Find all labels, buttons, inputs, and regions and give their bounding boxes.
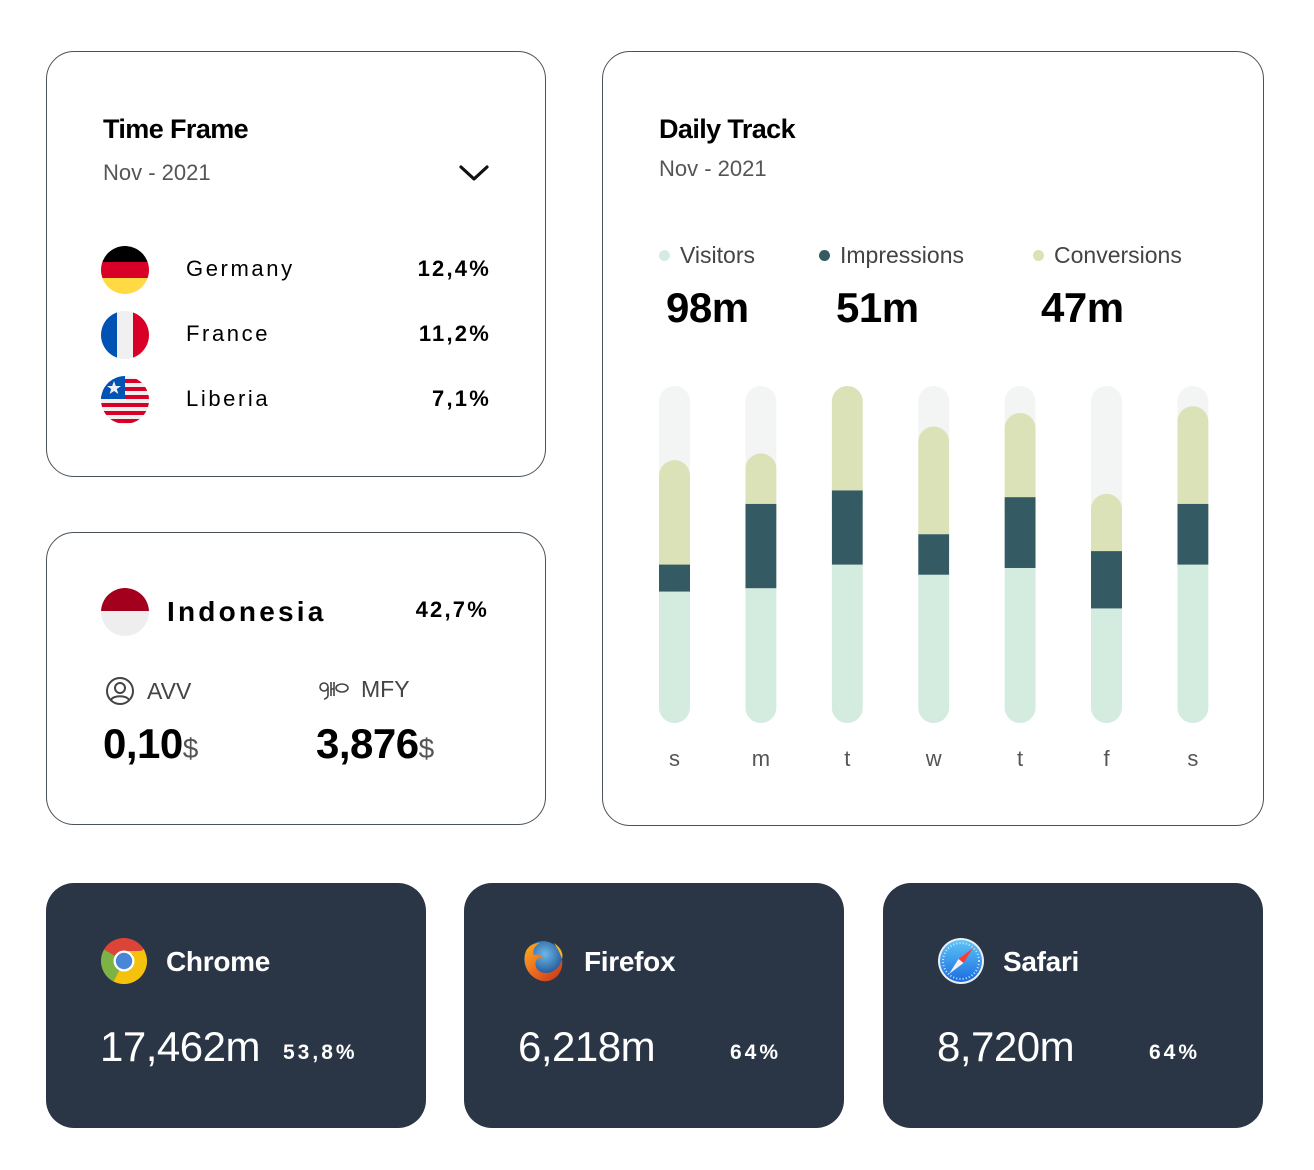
country-percent: 12,4%	[417, 256, 491, 281]
x-tick-label: t	[1017, 746, 1024, 771]
bar-segment-visitors	[1177, 564, 1209, 723]
bar-segment-impressions	[1177, 503, 1209, 565]
bar-segment-conversions	[831, 386, 863, 522]
metric-avv-label: AVV	[105, 676, 191, 706]
daily-track-card: Daily Track Nov - 2021 Visitors Impressi…	[602, 51, 1264, 826]
bar-group	[745, 386, 777, 723]
browser-name: Firefox	[584, 946, 676, 977]
legend-conversions: Conversions	[1033, 242, 1182, 269]
bar-group	[1091, 386, 1122, 723]
browser-name: Chrome	[166, 946, 270, 977]
legend-label: Visitors	[680, 242, 755, 268]
x-tick-label: m	[751, 746, 771, 771]
bar-group	[659, 386, 690, 723]
x-tick-label: s	[1187, 746, 1199, 771]
browser-name: Safari	[1003, 946, 1080, 977]
metric-number: 3,876	[316, 720, 419, 767]
country-row-germany[interactable]: Germany 12,4%	[101, 246, 491, 294]
time-frame-period[interactable]: Nov - 2021	[103, 160, 211, 185]
visitors-total: 98m	[666, 284, 749, 331]
chrome-icon	[100, 938, 148, 985]
chevron-down-icon[interactable]	[457, 160, 491, 186]
metric-number: 0,10	[103, 720, 183, 767]
metric-label-text: AVV	[147, 677, 192, 704]
daily-track-chart	[659, 386, 1209, 723]
bar-segment-conversions	[659, 460, 690, 596]
metric-mfy-label: MFY	[319, 676, 410, 703]
country-row-france[interactable]: France 11,2%	[101, 311, 491, 359]
indonesia-card: Indonesia 42,7% AVV 0,10$ MFY 3,876$	[46, 532, 546, 825]
bar-segment-visitors	[831, 564, 863, 723]
metric-mfy-value: 3,876$	[316, 720, 434, 768]
legend-dot-conversions	[1033, 250, 1044, 261]
legend-visitors: Visitors	[659, 242, 755, 269]
country-name: Liberia	[186, 386, 271, 411]
bar-segment-visitors	[1004, 567, 1036, 723]
bar-segment-impressions	[1004, 497, 1036, 568]
browser-percent: 64%	[730, 1041, 782, 1064]
daily-track-title: Daily Track	[659, 114, 796, 144]
x-tick-label: f	[1103, 746, 1110, 771]
legend-label: Impressions	[840, 242, 964, 268]
currency-symbol: $	[182, 733, 199, 764]
liberia-flag-icon	[101, 376, 149, 424]
x-tick-label: w	[925, 746, 942, 771]
bar-segment-visitors	[1091, 608, 1122, 723]
time-frame-card: Time Frame Nov - 2021 Germany 12,4% Fran…	[46, 51, 546, 477]
bar-group	[831, 386, 863, 723]
ribbon-icon	[319, 681, 349, 700]
bar-segment-impressions	[745, 503, 777, 589]
bar-segment-visitors	[659, 591, 690, 723]
legend-dot-visitors	[659, 250, 670, 261]
impressions-total: 51m	[836, 284, 919, 331]
country-name: Indonesia	[167, 596, 327, 627]
bar-segment-conversions	[1177, 406, 1209, 535]
browser-card-safari[interactable]: Safari 8,720m 64%	[883, 883, 1263, 1128]
bar-segment-impressions	[1091, 551, 1122, 609]
bar-segment-visitors	[745, 588, 777, 723]
legend-label: Conversions	[1054, 242, 1182, 268]
country-percent: 42,7%	[415, 597, 489, 622]
country-name: Germany	[186, 256, 295, 281]
bar-segment-impressions	[659, 564, 690, 592]
country-name: France	[186, 321, 271, 346]
france-flag-icon	[101, 311, 149, 359]
country-row-liberia[interactable]: Liberia 7,1%	[101, 376, 491, 424]
browser-value: 17,462m	[100, 1023, 260, 1070]
bar-group	[1177, 386, 1209, 723]
bar-segment-visitors	[918, 574, 950, 723]
bar-segment-impressions	[831, 490, 863, 565]
germany-flag-icon	[101, 246, 149, 294]
bar-segment-impressions	[918, 534, 950, 575]
browser-value: 8,720m	[937, 1023, 1075, 1070]
x-tick-label: s	[669, 746, 680, 771]
browser-value: 6,218m	[518, 1023, 656, 1070]
country-percent: 11,2%	[418, 321, 491, 346]
conversions-total: 47m	[1041, 284, 1124, 331]
browser-percent: 53,8%	[283, 1041, 358, 1064]
safari-icon	[938, 938, 984, 984]
legend-impressions: Impressions	[819, 242, 964, 269]
firefox-icon	[524, 941, 563, 982]
browser-card-firefox[interactable]: Firefox 6,218m 64%	[464, 883, 844, 1128]
legend-dot-impressions	[819, 250, 830, 261]
user-circle-icon	[106, 677, 134, 705]
metric-label-text: MFY	[361, 676, 410, 702]
time-frame-title: Time Frame	[103, 114, 249, 144]
bar-group	[1004, 386, 1036, 723]
browser-percent: 64%	[1149, 1041, 1201, 1064]
country-percent: 7,1%	[432, 386, 491, 411]
currency-symbol: $	[418, 733, 435, 764]
indonesia-flag-icon	[101, 588, 149, 636]
bar-segment-conversions	[918, 426, 950, 566]
metric-avv-value: 0,10$	[103, 720, 198, 768]
daily-track-period: Nov - 2021	[659, 156, 767, 181]
browser-card-chrome[interactable]: Chrome 17,462m 53,8%	[46, 883, 426, 1128]
x-tick-label: t	[844, 746, 851, 771]
bar-group	[918, 386, 950, 723]
